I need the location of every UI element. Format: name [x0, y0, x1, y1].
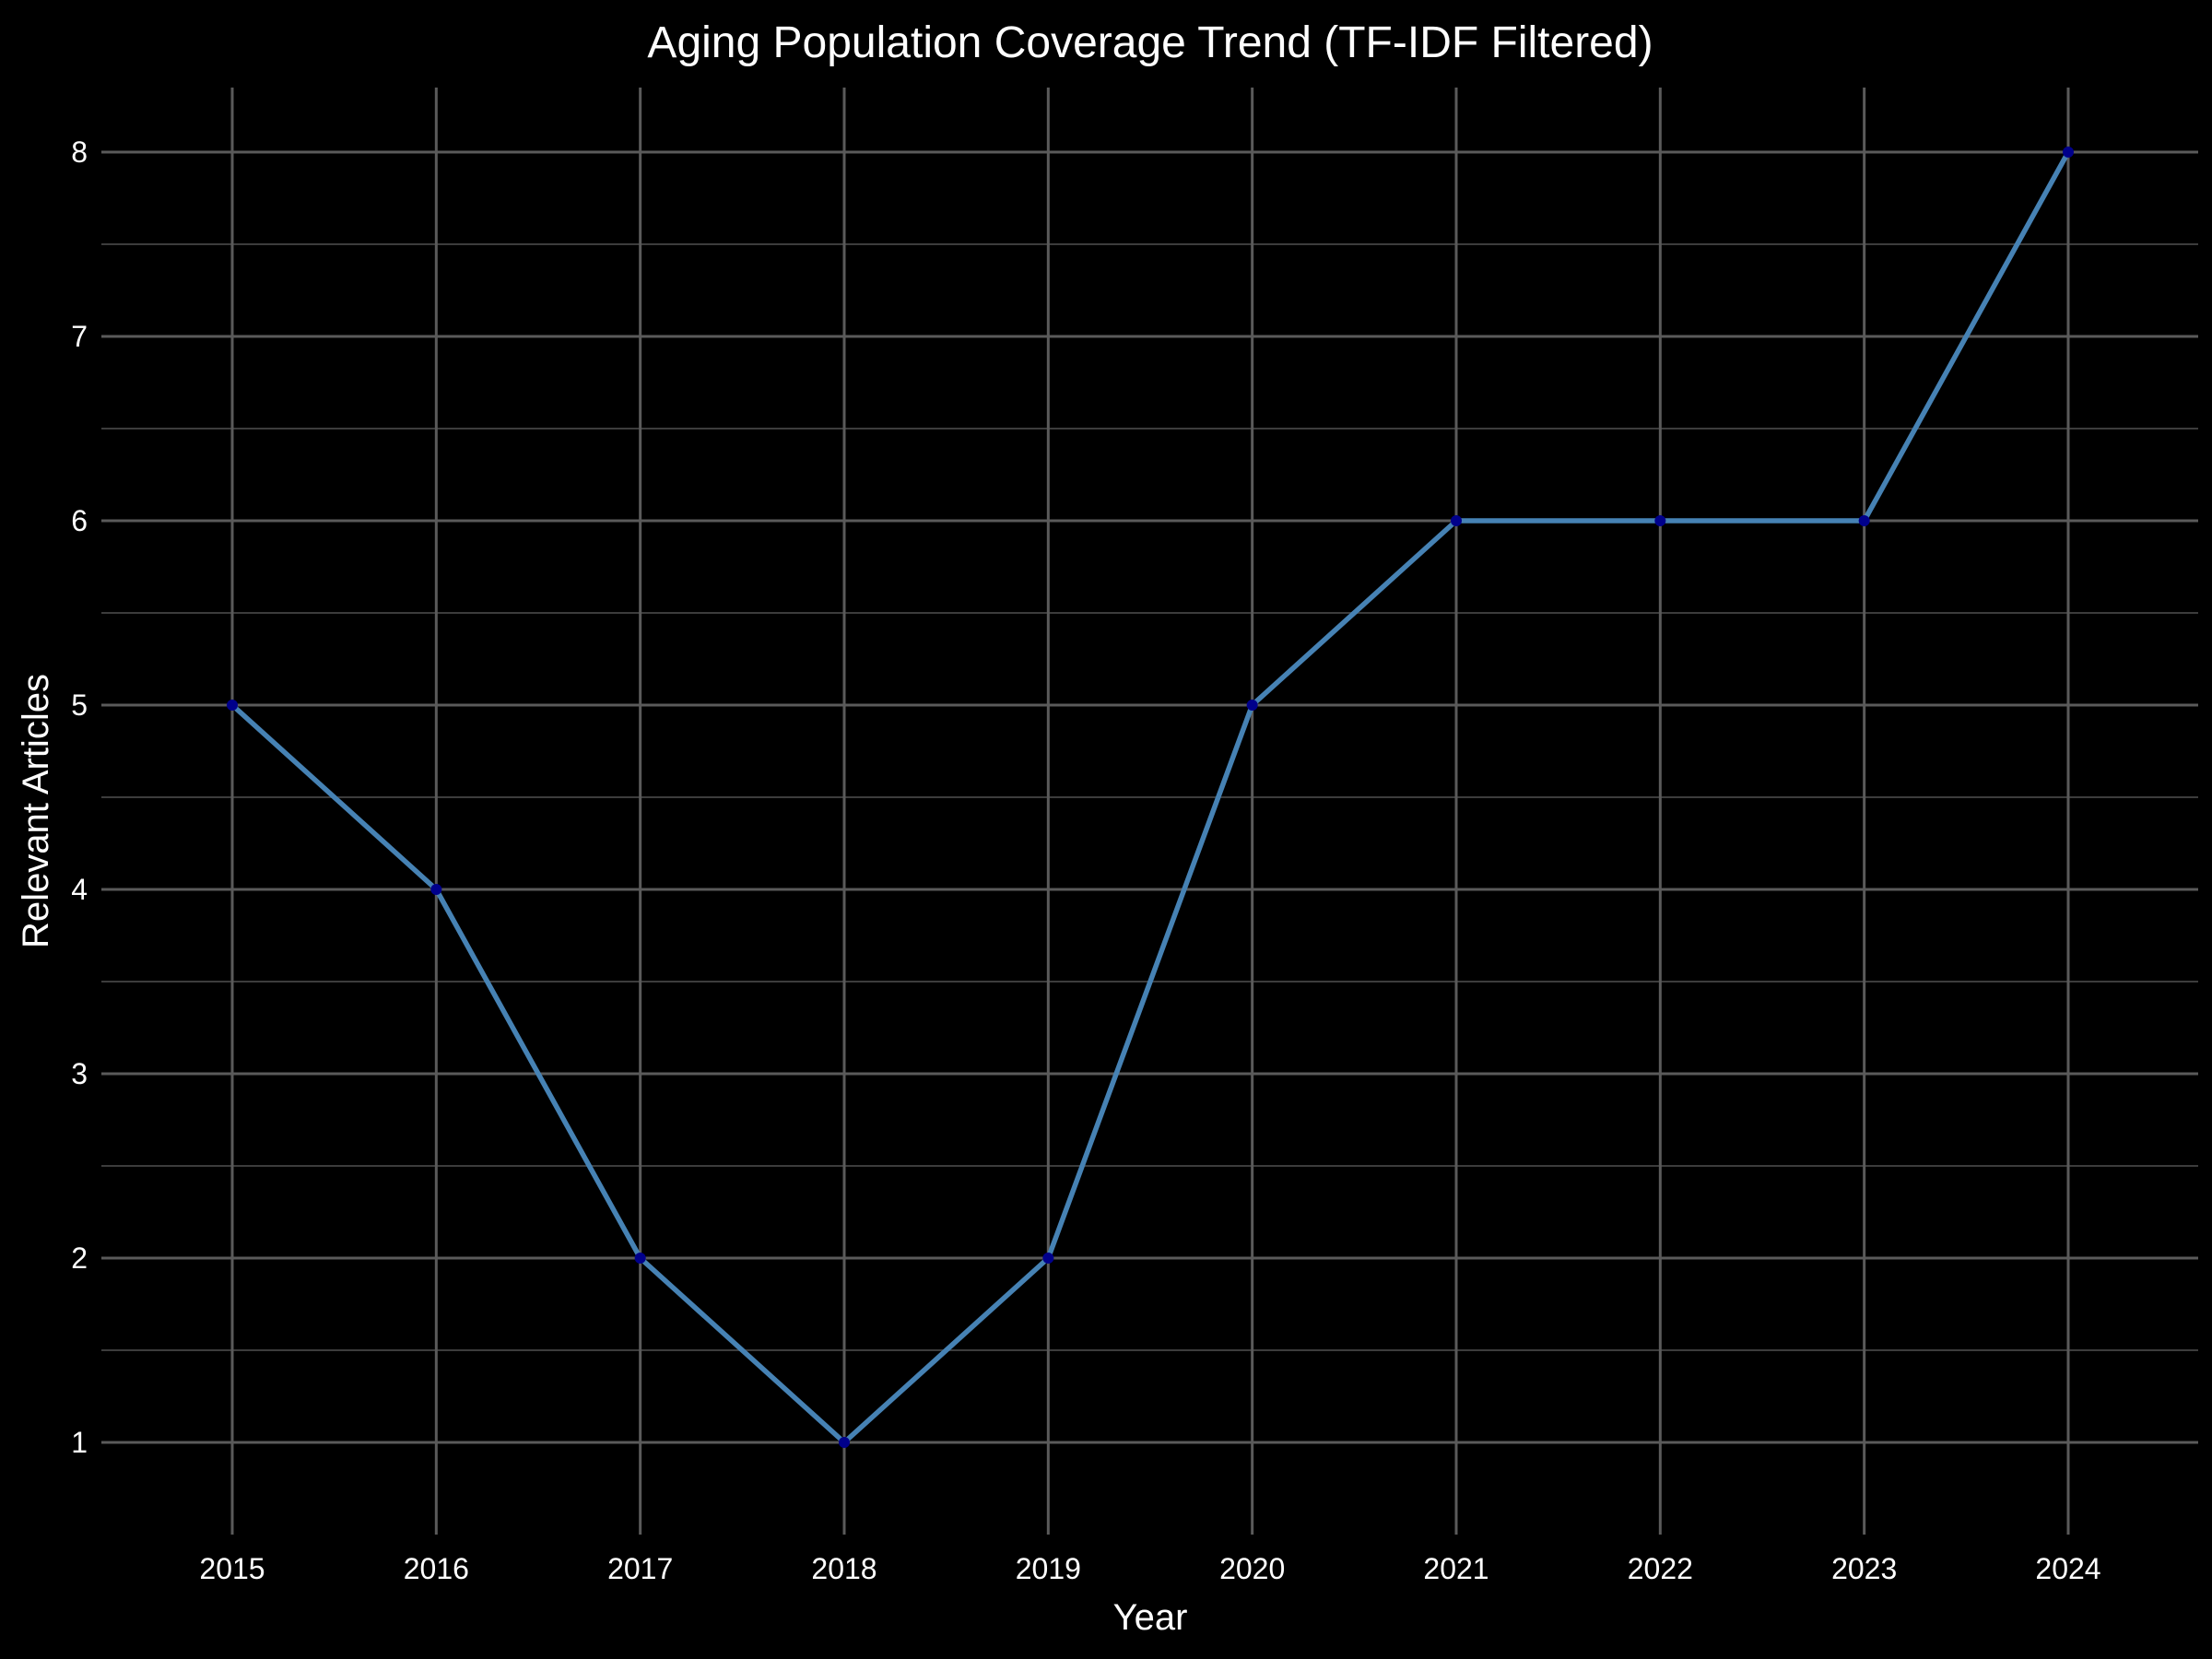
data-point [634, 1253, 646, 1264]
data-point [1654, 515, 1666, 526]
chart-title: Aging Population Coverage Trend (TF-IDF … [647, 18, 1653, 67]
data-point [227, 700, 238, 711]
data-point [1451, 515, 1462, 526]
x-tick-label: 2016 [404, 1552, 469, 1585]
x-tick-label: 2023 [1831, 1552, 1897, 1585]
y-tick-label: 8 [71, 135, 88, 169]
series-layer [227, 147, 2074, 1448]
y-tick-label: 3 [71, 1057, 88, 1090]
data-point [1858, 515, 1870, 526]
x-tick-label: 2021 [1423, 1552, 1488, 1585]
y-axis-title: Relevant Articles [16, 674, 56, 948]
gridlines [101, 88, 2198, 1535]
data-point [1246, 700, 1258, 711]
y-tick-label: 6 [71, 504, 88, 537]
x-tick-label: 2020 [1219, 1552, 1285, 1585]
series-line [229, 149, 2071, 1445]
y-tick-label: 2 [71, 1241, 88, 1275]
x-tick-label: 2015 [199, 1552, 265, 1585]
data-point [839, 1437, 850, 1448]
y-tick-label: 5 [71, 688, 88, 722]
x-tick-label: 2019 [1016, 1552, 1081, 1585]
y-tick-label: 7 [71, 320, 88, 353]
data-point [2063, 147, 2074, 158]
x-axis-title: Year [1113, 1597, 1188, 1638]
x-tick-label: 2018 [811, 1552, 877, 1585]
data-point [430, 884, 442, 895]
x-tick-label: 2024 [2035, 1552, 2100, 1585]
x-tick-label: 2022 [1628, 1552, 1693, 1585]
tick-labels: 1 2 3 4 5 6 7 8 2015 2016 2017 2018 2019 2020 2021 2022… [71, 135, 2100, 1585]
y-tick-label: 4 [71, 873, 88, 906]
x-tick-label: 2017 [607, 1552, 673, 1585]
data-point [1042, 1253, 1054, 1264]
y-tick-label: 1 [71, 1426, 88, 1459]
